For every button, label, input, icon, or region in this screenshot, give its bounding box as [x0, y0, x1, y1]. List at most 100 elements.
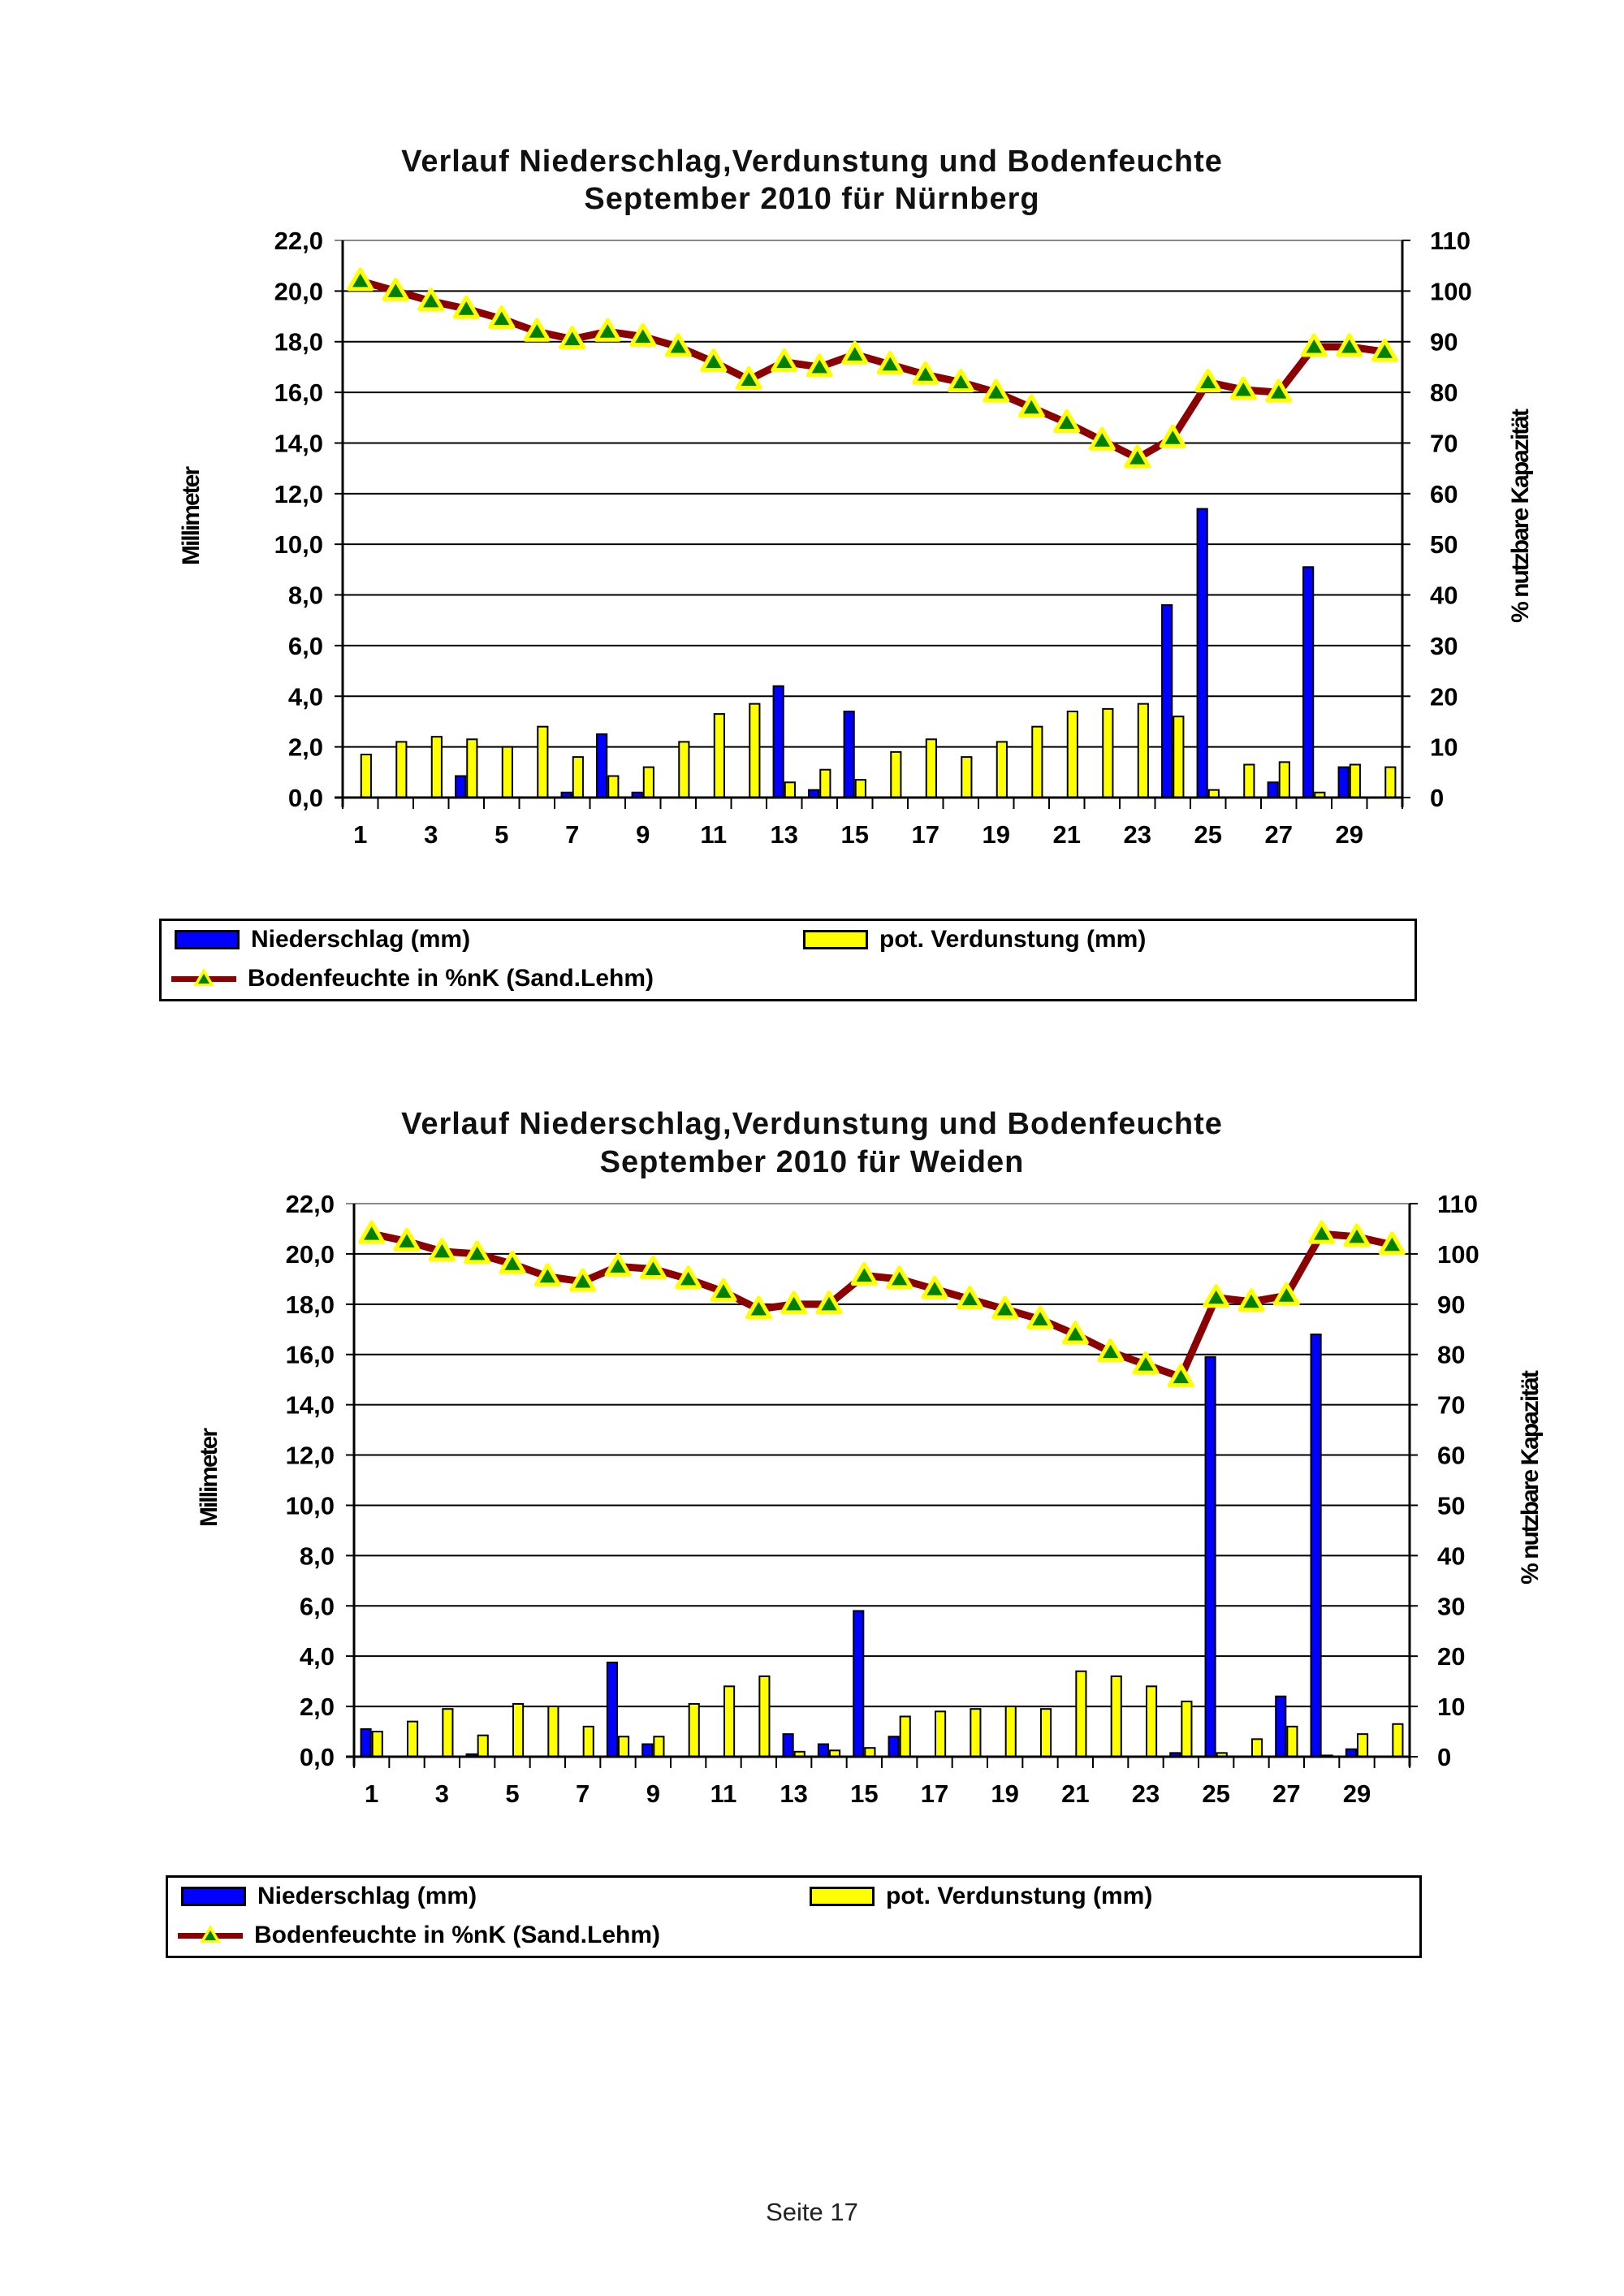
soil-moisture-marker	[1371, 338, 1398, 362]
precip-bar	[606, 1661, 618, 1758]
soil-moisture-marker	[771, 348, 798, 373]
evap-bar	[688, 1702, 700, 1758]
soil-moisture-marker	[488, 305, 516, 330]
soil-moisture-marker	[629, 322, 657, 347]
legend-label: Bodenfeuchte in %nK (Sand.Lehm)	[248, 965, 654, 992]
soil-moisture-marker	[1124, 444, 1151, 469]
evap-bar	[1040, 1708, 1052, 1758]
y2-tick-label: 80	[1437, 1341, 1465, 1369]
soil-moisture-marker	[806, 353, 833, 378]
evap-bar	[466, 738, 478, 798]
evap-bar	[864, 1747, 876, 1758]
soil-moisture-marker	[956, 1286, 983, 1310]
soil-moisture-marker	[1017, 394, 1045, 418]
soil-moisture-marker	[780, 1291, 808, 1315]
soil-moisture-marker	[841, 340, 869, 365]
soil-moisture-marker	[1378, 1231, 1406, 1256]
evap-bar	[1137, 703, 1149, 798]
y2-tick-label: 100	[1430, 277, 1472, 305]
soil-moisture-marker	[991, 1295, 1019, 1320]
soil-moisture-marker	[912, 361, 939, 385]
x-tick-label: 29	[1336, 820, 1363, 849]
evap-bar	[1004, 1706, 1017, 1758]
y-tick-label: 0,0	[288, 784, 323, 812]
precip-bar	[1310, 1333, 1322, 1758]
evap-bar	[1384, 766, 1397, 799]
y-tick-label: 16,0	[286, 1341, 335, 1369]
triangle-marker-icon	[205, 1931, 216, 1940]
y-tick-label: 6,0	[300, 1592, 335, 1620]
legend-label: pot. Verdunstung (mm)	[886, 1883, 1153, 1909]
y-tick-label: 12,0	[274, 480, 323, 508]
soil-moisture-marker	[1336, 333, 1363, 357]
legend-label: pot. Verdunstung (mm)	[879, 926, 1147, 953]
x-tick-label: 19	[983, 820, 1010, 849]
precip-swatch	[175, 930, 240, 949]
soil-moisture-marker	[1343, 1223, 1371, 1247]
legend-item-precip: Niederschlag (mm)	[181, 1883, 477, 1910]
precip-bar	[782, 1733, 794, 1758]
x-tick-label: 13	[771, 820, 798, 849]
soil-moisture-marker	[499, 1250, 526, 1274]
page-number: Seite 17	[766, 2198, 858, 2226]
evap-bar	[1251, 1738, 1263, 1758]
y-tick-label: 4,0	[300, 1642, 335, 1671]
soil-moisture-marker	[1272, 1282, 1300, 1306]
y-tick-label: 0,0	[300, 1743, 335, 1771]
evap-bar	[996, 741, 1008, 799]
y-tick-label: 8,0	[300, 1541, 335, 1570]
soil-moisture-marker	[464, 1240, 491, 1265]
soil-moisture-marker	[428, 1238, 456, 1262]
evap-bar	[1181, 1700, 1193, 1758]
chart-2: 0,0 0 2,0 10 4,0 20 6,0 30 8,0 40 10,0 50 12,0 60 14,0…	[286, 1190, 1479, 1808]
evap-bar	[1243, 763, 1255, 798]
chart2-legend: Niederschlag (mm) pot. Verdunstung (mm) …	[166, 1875, 1422, 1958]
legend-item-evap: pot. Verdunstung (mm)	[810, 1883, 1152, 1910]
evap-bar	[899, 1715, 911, 1758]
evap-bar	[512, 1702, 525, 1758]
precip-bar	[853, 1610, 865, 1758]
legend-label: Bodenfeuchte in %nK (Sand.Lehm)	[254, 1922, 661, 1948]
soil-moisture-marker	[1132, 1351, 1160, 1375]
y2-tick-label: 20	[1430, 682, 1458, 711]
evap-bar	[935, 1710, 947, 1758]
x-tick-label: 15	[850, 1779, 878, 1808]
soil-moisture-marker	[393, 1227, 421, 1252]
chart2-title-line2: September 2010 für Weiden	[599, 1145, 1025, 1179]
soil-moisture-marker	[1088, 426, 1116, 451]
soil-moisture-marker	[594, 318, 621, 342]
soil-line-swatch	[171, 968, 236, 986]
evap-bar	[1146, 1685, 1158, 1758]
evap-bar	[925, 738, 937, 798]
y-tick-label: 18,0	[274, 328, 323, 357]
legend-item-evap: pot. Verdunstung (mm)	[803, 926, 1146, 953]
y2-tick-label: 0	[1437, 1743, 1451, 1771]
x-tick-label: 17	[912, 820, 939, 849]
legend-item-soil: Bodenfeuchte in %nK (Sand.Lehm)	[171, 965, 654, 992]
evap-swatch	[803, 930, 868, 949]
evap-bar	[854, 779, 866, 799]
precip-bar	[843, 710, 855, 798]
evap-bar	[547, 1706, 559, 1758]
soil-moisture-marker	[523, 318, 551, 342]
chart-1: 0,0 0 2,0 10 4,0 20 6,0 30 8,0 40 10,0 50 12,0 60 14,0…	[274, 227, 1472, 849]
evap-bar	[1110, 1675, 1122, 1758]
soil-moisture-marker	[1159, 424, 1186, 448]
y2-tick-label: 50	[1430, 530, 1458, 559]
y-tick-label: 16,0	[274, 378, 323, 407]
triangle-marker-icon	[198, 974, 209, 984]
x-tick-label: 11	[710, 1779, 737, 1808]
soil-moisture-marker	[347, 267, 374, 292]
evap-bar	[407, 1720, 419, 1758]
evap-bar	[572, 756, 584, 798]
soil-moisture-marker	[639, 1255, 667, 1279]
soil-moisture-marker	[417, 288, 445, 312]
precip-bar	[1302, 566, 1315, 799]
soil-moisture-marker	[1300, 333, 1328, 357]
soil-moisture-marker	[921, 1275, 948, 1299]
soil-moisture-marker	[735, 366, 762, 390]
soil-moisture-marker	[876, 351, 904, 375]
precip-bar	[1275, 1695, 1287, 1758]
soil-moisture-marker	[850, 1262, 878, 1286]
x-tick-label: 25	[1194, 820, 1222, 849]
